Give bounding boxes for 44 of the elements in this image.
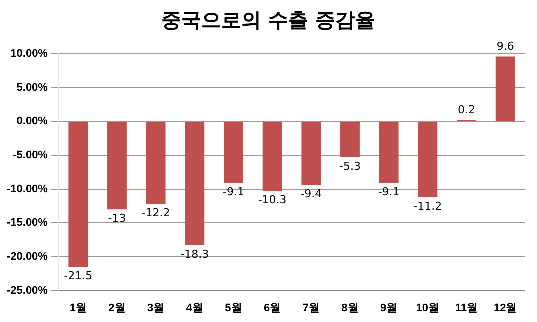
x-tick-label: 7월 [302, 302, 320, 314]
x-tick-label: 10월 [416, 302, 440, 314]
data-label: -9.4 [300, 188, 322, 201]
x-tick-label: 12월 [494, 302, 518, 314]
y-tick-label: -25.00% [6, 284, 48, 297]
y-tick-label: -20.00% [6, 251, 48, 264]
y-tick-label: 10.00% [10, 48, 48, 60]
data-label: -18.3 [180, 248, 210, 261]
data-label: -10.3 [258, 194, 287, 207]
bar [146, 122, 166, 204]
x-tick-label: 1월 [70, 302, 87, 314]
x-tick-label: 8월 [342, 302, 359, 314]
bar [340, 122, 360, 158]
data-label: -5.3 [340, 160, 361, 173]
x-tick-label: 3월 [148, 302, 165, 314]
bar [262, 122, 282, 192]
x-tick-label: 9월 [380, 302, 398, 314]
x-tick-label: 2월 [108, 302, 126, 314]
bar [418, 122, 438, 198]
x-tick-label: 4월 [186, 302, 204, 314]
bar [379, 122, 399, 184]
y-tick-label: 0.00% [16, 116, 48, 128]
data-label: 9.6 [496, 40, 514, 54]
x-tick-label: 5월 [225, 302, 242, 314]
y-tick-label: -5.00% [13, 150, 48, 162]
data-label: -13 [108, 212, 126, 225]
data-label: 0.2 [458, 104, 476, 117]
chart-title: 중국으로의 수출 증감율 [160, 7, 376, 34]
data-label: -9.1 [222, 186, 244, 199]
bar [496, 56, 516, 122]
bar [302, 122, 322, 186]
bar [108, 122, 127, 210]
bar [224, 122, 244, 184]
x-tick-label: 11월 [455, 302, 478, 314]
x-tick-label: 6월 [264, 302, 282, 314]
data-label: -11.2 [414, 200, 442, 213]
bar [185, 122, 205, 246]
y-tick-label: 5.00% [16, 82, 48, 94]
bar [68, 122, 88, 268]
y-tick-label: -15.00% [6, 217, 48, 230]
y-tick-label: -10.00% [6, 183, 48, 196]
data-label: -21.5 [64, 269, 93, 282]
data-label: -9.1 [378, 186, 400, 199]
data-label: -12.2 [142, 206, 170, 220]
